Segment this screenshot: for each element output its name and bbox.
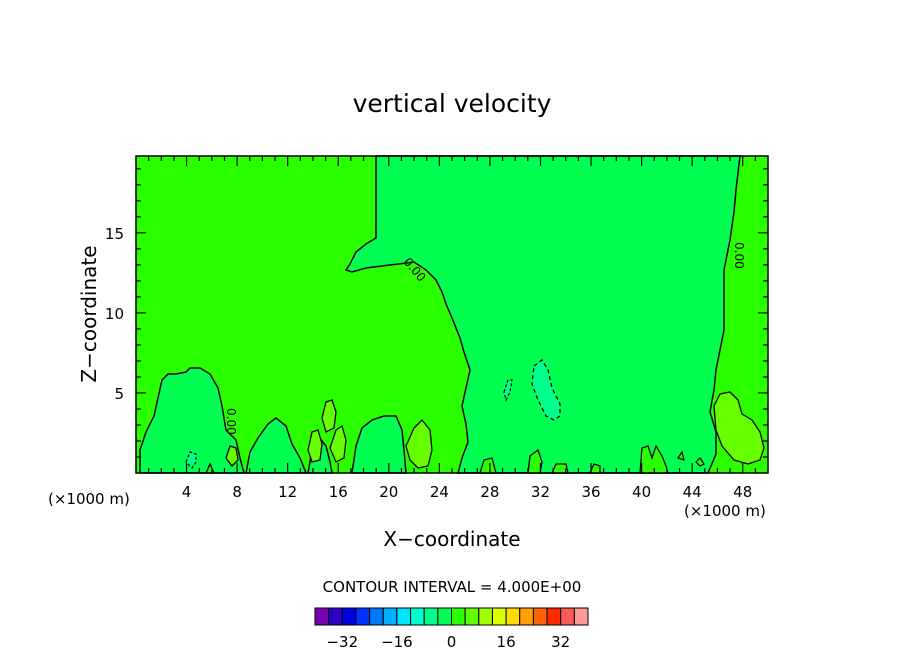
x-axis-ticks: 4 8 12 16 20 24 28 32 36 40 44 48 [148, 156, 756, 501]
colorbar-swatch [478, 607, 493, 626]
x-tick-label: 20 [379, 483, 398, 501]
colorbar-tick-label: 32 [551, 633, 570, 651]
colorbar-swatch [314, 607, 330, 626]
y-tick-label: 15 [105, 225, 124, 243]
x-tick-label: 36 [581, 483, 600, 501]
small-bottom-contour [695, 457, 705, 467]
colorbar-tick-label: 16 [497, 633, 516, 651]
colorbar-tick-label: 0 [447, 633, 457, 651]
small-dashed-contour [503, 379, 513, 402]
updraft-cell [307, 429, 323, 463]
x-tick-label: 32 [531, 483, 550, 501]
mid-bottom-negative-region [245, 417, 308, 474]
x-tick-label: 44 [683, 483, 702, 501]
contour-field: 0.00 0.00 0.00 [136, 155, 768, 474]
x-tick-label: 16 [329, 483, 348, 501]
downdraft-core [531, 359, 561, 421]
x-tick-label: 24 [430, 483, 449, 501]
colorbar-swatch [546, 607, 562, 626]
colorbar-swatch [328, 607, 343, 626]
x-axis-label: X−coordinate [383, 527, 520, 551]
lower-left-negative-region [139, 367, 245, 474]
colorbar [314, 607, 589, 626]
updraft-cell [225, 445, 239, 467]
updraft-cell [329, 424, 347, 463]
small-bottom-contour [677, 450, 685, 461]
colorbar-swatch [396, 607, 412, 626]
x-tick-label: 28 [480, 483, 499, 501]
colorbar-swatch [519, 607, 534, 626]
colorbar-swatch [369, 607, 384, 626]
contour-label: 0.00 [732, 242, 746, 269]
contour-label: 0.00 [224, 408, 238, 435]
colorbar-swatch [451, 607, 466, 626]
x-unit-label-right: (×1000 m) [684, 502, 766, 520]
colorbar-swatch [437, 607, 453, 626]
x-tick-label: 48 [733, 483, 752, 501]
colorbar-swatch [560, 607, 575, 626]
colorbar-tick-labels: −32 −16 0 16 32 [326, 633, 570, 651]
x-unit-label-left: (×1000 m) [48, 490, 130, 508]
bottom-negative-patch [351, 415, 407, 474]
x-tick-label: 12 [278, 483, 297, 501]
y-axis-label: Z−coordinate [77, 245, 101, 382]
colorbar-swatch [573, 607, 589, 626]
updraft-cell [713, 391, 765, 465]
y-tick-label: 5 [114, 385, 124, 403]
colorbar-swatch [355, 607, 371, 626]
colorbar-swatch [341, 607, 357, 626]
central-negative-region [344, 155, 741, 474]
y-axis-ticks: 5 10 15 [105, 168, 768, 458]
colorbar-tick-label: −16 [381, 633, 413, 651]
y-tick-label: 10 [105, 305, 124, 323]
colorbar-swatch [464, 607, 480, 626]
colorbar-swatch [491, 607, 507, 626]
x-tick-label: 8 [232, 483, 242, 501]
x-tick-label: 40 [632, 483, 651, 501]
colorbar-swatch [505, 607, 521, 626]
contour-interval-label: CONTOUR INTERVAL = 4.000E+00 [323, 578, 582, 596]
small-dashed-contour [185, 451, 197, 469]
colorbar-swatch [423, 607, 439, 626]
colorbar-swatch [382, 607, 398, 626]
updraft-cell [321, 399, 337, 433]
chart-title: vertical velocity [353, 89, 552, 118]
colorbar-tick-label: −32 [326, 633, 358, 651]
colorbar-swatch [532, 607, 548, 626]
updraft-cell [405, 419, 433, 469]
x-tick-label: 4 [182, 483, 192, 501]
colorbar-swatch [410, 607, 425, 626]
